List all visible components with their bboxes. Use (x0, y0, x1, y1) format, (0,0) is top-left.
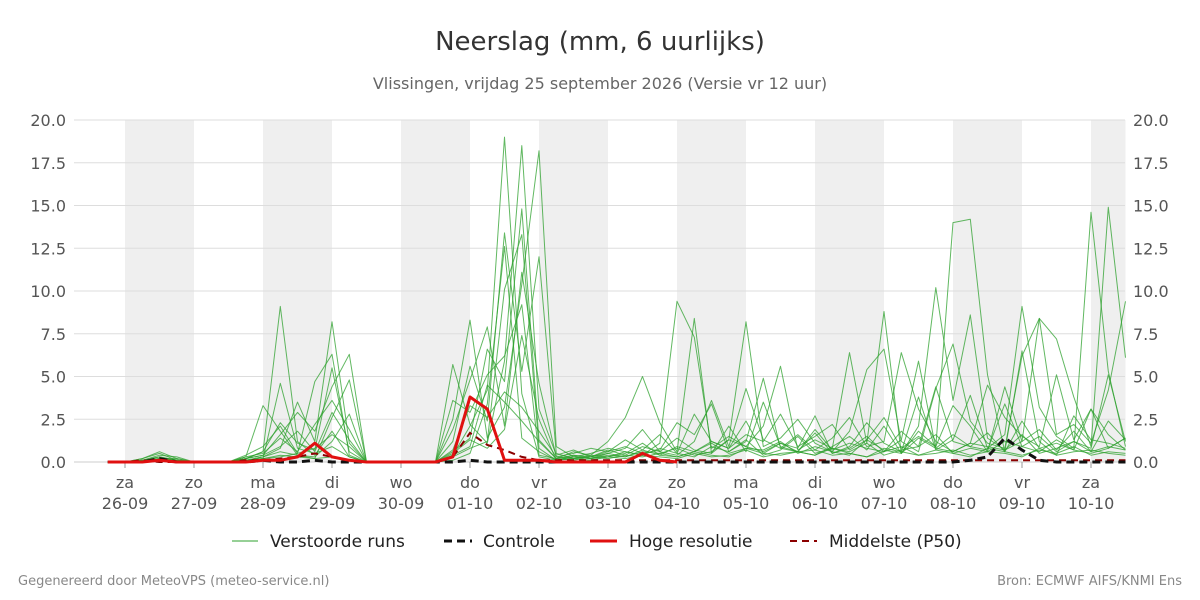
credit-generated: Gegenereerd door MeteoVPS (meteo-service… (18, 574, 329, 589)
x-tick-day-3: di (325, 473, 340, 492)
x-tick-day-0: za (116, 473, 134, 492)
y-tick-right-7: 17.5 (1133, 154, 1169, 173)
main-series-lines (107, 395, 1126, 464)
ensemble-member-lines (107, 136, 1126, 463)
x-tick-day-6: vr (531, 473, 547, 492)
y-axis-left: 0.0 2.5 5.0 7.5 10.0 12.5 15.0 17.5 20.0 (30, 111, 66, 472)
x-tick-day-7: za (599, 473, 617, 492)
x-tick-date-14: 10-10 (1068, 494, 1115, 513)
x-tick-date-7: 03-10 (585, 494, 632, 513)
member-line-7 (107, 246, 1126, 463)
y-tick-left-7: 17.5 (30, 154, 66, 173)
member-line-10 (107, 391, 1126, 463)
chart-subtitle: Vlissingen, vrijdag 25 september 2026 (V… (373, 74, 827, 93)
x-tick-date-13: 09-10 (999, 494, 1046, 513)
y-tick-right-1: 2.5 (1133, 410, 1158, 429)
y-tick-right-6: 15.0 (1133, 197, 1169, 216)
y-tick-left-5: 12.5 (30, 239, 66, 258)
x-tick-day-9: ma (733, 473, 758, 492)
legend-median-label: Middelste (P50) (829, 532, 962, 552)
x-tick-day-5: do (460, 473, 480, 492)
y-tick-left-2: 5.0 (41, 368, 66, 387)
legend-hires-label: Hoge resolutie (629, 532, 753, 552)
x-tick-day-4: wo (390, 473, 413, 492)
chart-title: Neerslag (mm, 6 uurlijks) (435, 27, 765, 57)
member-line-11 (107, 384, 1126, 463)
member-line-6 (107, 271, 1126, 463)
y-tick-right-3: 7.5 (1133, 325, 1158, 344)
y-tick-left-8: 20.0 (30, 111, 66, 130)
x-tick-date-11: 07-10 (861, 494, 908, 513)
credit-source: Bron: ECMWF AIFS/KNMI Ens (997, 574, 1182, 589)
y-tick-right-2: 5.0 (1133, 368, 1158, 387)
member-line-8 (107, 304, 1126, 463)
y-tick-left-1: 2.5 (41, 410, 66, 429)
y-tick-left-4: 10.0 (30, 282, 66, 301)
x-tick-date-8: 04-10 (654, 494, 701, 513)
x-tick-date-2: 28-09 (240, 494, 287, 513)
y-tick-left-6: 15.0 (30, 197, 66, 216)
x-tick-date-6: 02-10 (516, 494, 563, 513)
member-line-3 (107, 208, 1126, 463)
x-tick-day-10: di (808, 473, 823, 492)
x-tick-date-12: 08-10 (930, 494, 977, 513)
legend-members-label: Verstoorde runs (270, 532, 405, 552)
x-tick-day-8: zo (668, 473, 686, 492)
legend-control-label: Controle (483, 532, 555, 552)
y-tick-right-0: 0.0 (1133, 453, 1158, 472)
x-tick-date-1: 27-09 (171, 494, 218, 513)
y-tick-left-0: 0.0 (41, 453, 66, 472)
x-tick-date-4: 30-09 (378, 494, 425, 513)
x-tick-day-14: za (1082, 473, 1100, 492)
y-tick-right-8: 20.0 (1133, 111, 1169, 130)
member-line-1 (107, 145, 1126, 463)
y-tick-right-5: 12.5 (1133, 239, 1169, 258)
y-axis-right: 0.0 2.5 5.0 7.5 10.0 12.5 15.0 17.5 20.0 (1133, 111, 1169, 472)
x-tick-date-9: 05-10 (723, 494, 770, 513)
x-tick-day-13: vr (1014, 473, 1030, 492)
x-axis: za 26-09 zo 27-09 ma 28-09 di 29-09 wo 30-09 do 01-… (74, 461, 1125, 513)
x-tick-day-11: wo (873, 473, 896, 492)
legend: Verstoorde runs Controle Hoge resolutie … (232, 532, 962, 552)
member-line-9 (107, 335, 1126, 463)
x-tick-date-0: 26-09 (102, 494, 149, 513)
x-tick-date-3: 29-09 (309, 494, 356, 513)
x-tick-date-5: 01-10 (447, 494, 494, 513)
member-line-2 (107, 150, 1126, 463)
hires-line (107, 395, 678, 464)
y-tick-right-4: 10.0 (1133, 282, 1169, 301)
x-tick-day-12: do (943, 473, 963, 492)
member-line-5 (107, 234, 1126, 463)
x-tick-day-2: ma (250, 473, 275, 492)
x-tick-date-10: 06-10 (792, 494, 839, 513)
y-tick-left-3: 7.5 (41, 325, 66, 344)
x-tick-day-1: zo (185, 473, 203, 492)
